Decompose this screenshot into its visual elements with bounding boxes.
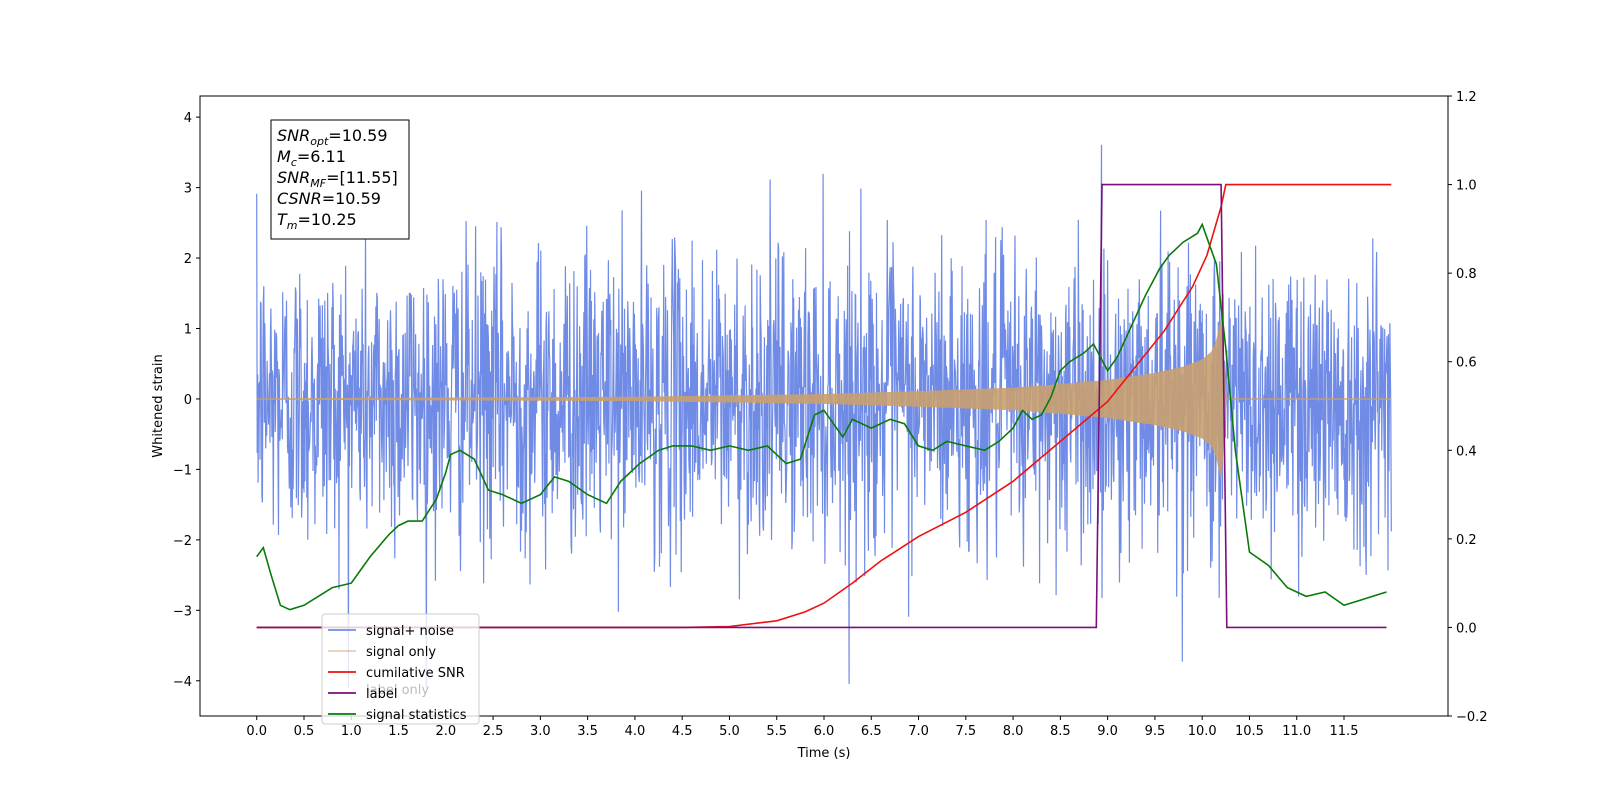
x-tick-label: 11.0 [1282, 724, 1311, 739]
series-cumulative-snr [256, 183, 1392, 629]
y2-tick-label: 0.8 [1456, 267, 1477, 282]
x-tick-label: 7.5 [955, 724, 976, 739]
y-axis-right: 1.2 1.0 0.8 0.6 0.4 0.2 0.0 −0.2 [1448, 90, 1488, 725]
y-tick-label: −1 [173, 463, 192, 478]
y-tick-label: 0 [184, 393, 192, 408]
annotation-line: SNRMF=[11.55] [277, 168, 398, 190]
series-signal-only [256, 321, 1392, 477]
y2-tick-label: 0.0 [1456, 621, 1477, 636]
x-tick-label: 2.0 [435, 724, 456, 739]
x-tick-label: 6.5 [861, 724, 882, 739]
legend-entry: signal only [366, 645, 436, 660]
annotation-line: Mc=6.11 [277, 147, 346, 169]
annotation-frame [270, 119, 410, 240]
y-tick-label: 2 [184, 252, 192, 267]
series-label [256, 183, 1387, 629]
x-tick-label: 11.5 [1330, 724, 1359, 739]
y2-tick-label: −0.2 [1456, 710, 1488, 725]
x-tick-label: 9.0 [1097, 724, 1118, 739]
annotation-line: SNRopt=10.59 [277, 126, 388, 148]
legend-entry: label [366, 687, 397, 702]
legend-hidden-label: label only [366, 683, 429, 698]
y-tick-label: −4 [173, 675, 192, 690]
x-tick-label: 0.0 [246, 724, 267, 739]
x-tick-label: 8.0 [1003, 724, 1024, 739]
legend-entry: signal statistics [366, 708, 467, 723]
legend-entry: signal+ noise [366, 624, 454, 639]
y2-tick-label: 0.4 [1456, 444, 1477, 459]
x-tick-label: 3.5 [577, 724, 598, 739]
y2-tick-label: 1.0 [1456, 179, 1477, 194]
stats-annotation-box: SNRopt=10.59Mc=6.11SNRMF=[11.55]CSNR=10.… [270, 119, 410, 240]
y-tick-label: −3 [173, 604, 192, 619]
x-tick-label: 1.5 [388, 724, 409, 739]
x-tick-label: 9.5 [1145, 724, 1166, 739]
legend-entry: cumilative SNR [366, 666, 465, 681]
y-tick-label: 4 [184, 111, 192, 126]
x-tick-label: 2.5 [483, 724, 504, 739]
x-axis: 0.0 0.5 1.0 1.5 2.0 2.5 3.0 3.5 4.0 4.5 5.0 5.5 6.0 6… [246, 716, 1358, 739]
annotation-line: CSNR=10.59 [277, 189, 381, 208]
x-tick-label: 0.5 [294, 724, 315, 739]
x-tick-label: 3.0 [530, 724, 551, 739]
x-tick-label: 10.5 [1235, 724, 1264, 739]
annotation-line: Tm=10.25 [277, 210, 357, 232]
x-axis-label: Time (s) [797, 746, 851, 761]
x-tick-label: 4.5 [672, 724, 693, 739]
x-tick-label: 10.0 [1188, 724, 1217, 739]
y2-tick-label: 0.2 [1456, 533, 1477, 548]
x-tick-label: 1.0 [341, 724, 362, 739]
series-signal-statistics [256, 222, 1387, 611]
y-tick-label: −2 [173, 534, 192, 549]
series-signal-noise [256, 144, 1392, 688]
x-tick-label: 8.5 [1050, 724, 1071, 739]
legend-frame [321, 613, 480, 725]
x-tick-label: 6.0 [814, 724, 835, 739]
x-tick-label: 5.0 [719, 724, 740, 739]
y-axis-left: 4 3 2 1 0 −1 −2 −3 −4 [173, 111, 200, 690]
x-tick-label: 7.0 [908, 724, 929, 739]
y-tick-label: 1 [184, 323, 192, 338]
legend: label only signal+ noise signal only cumila… [321, 613, 480, 725]
x-tick-label: 5.5 [766, 724, 787, 739]
y2-tick-label: 0.6 [1456, 356, 1477, 371]
y-tick-label: 3 [184, 182, 192, 197]
y2-tick-label: 1.2 [1456, 90, 1477, 105]
x-tick-label: 4.0 [625, 724, 646, 739]
y-axis-label: Whitened strain [151, 354, 166, 457]
